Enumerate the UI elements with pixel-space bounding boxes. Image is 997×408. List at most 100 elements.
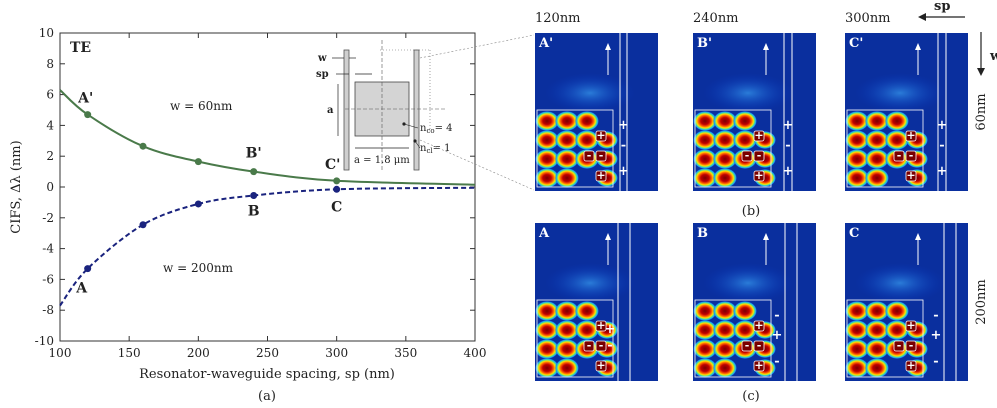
field-lobe (713, 358, 737, 378)
field-lobe (693, 320, 717, 340)
inset-nco: nco= 4 (420, 123, 453, 135)
waveguide-sign: - (933, 354, 938, 369)
point-labels: A' B' C' A B C (75, 91, 342, 297)
series-points (84, 111, 341, 273)
svg-text:-: - (599, 149, 604, 162)
y-axis-ticks: 10 8 6 4 2 0 -2 -4 -6 -8 -10 (35, 26, 475, 348)
point-label: C' (325, 157, 340, 173)
inset-ncl: ncl= 1 (420, 143, 451, 155)
mode-sign: + (595, 359, 607, 372)
field-map-grid: 120nm 240nm 300nm sp w 60nm 200nm (b) (c… (535, 0, 997, 404)
field-lobe (693, 339, 717, 359)
field-lobe (865, 130, 889, 150)
svg-text:-: - (757, 149, 762, 162)
field-lobe (845, 149, 869, 169)
mode-sign: + (753, 169, 765, 182)
field-lobe (535, 130, 559, 150)
point-label: C (331, 199, 342, 215)
data-point (250, 168, 258, 176)
field-lobe (845, 130, 869, 150)
mode-sign: - (741, 339, 753, 352)
inset-waveguide-right (413, 49, 420, 171)
field-lobe (865, 168, 889, 188)
mode-sign: + (905, 319, 917, 332)
waveguide-sign: + (772, 328, 783, 343)
field-lobe (845, 320, 869, 340)
svg-text:-: - (745, 149, 750, 162)
inset-w-label: w (317, 53, 327, 64)
tile-label: B (697, 226, 708, 241)
data-point (139, 142, 147, 150)
waveguide-sign: - (774, 354, 779, 369)
field-lobe (733, 320, 757, 340)
field-lobe (535, 339, 559, 359)
field-lobe (575, 301, 599, 321)
field-lobe (535, 168, 559, 188)
field-lobe (535, 149, 559, 169)
sp-direction-label: sp (934, 0, 950, 14)
y-tick-label: 2 (46, 149, 54, 163)
svg-text:-: - (745, 339, 750, 352)
data-point (84, 265, 92, 273)
svg-text:-: - (599, 339, 604, 352)
field-lobe (693, 130, 717, 150)
mode-sign: + (905, 129, 917, 142)
field-lobe (535, 320, 559, 340)
mode-sign: + (905, 169, 917, 182)
svg-text:+: + (596, 169, 605, 182)
field-map-tile: B+- -+-+- (693, 223, 816, 381)
point-label: A (75, 281, 88, 297)
data-point (250, 191, 258, 199)
resonator-inset: w sp a a = 1.8 μm nco= 4 ncl= 1 (316, 34, 535, 191)
field-map-tile: B'+- -++-+ (693, 33, 816, 191)
column-label-120: 120nm (535, 11, 581, 26)
mode-sign: - (583, 339, 595, 352)
field-lobe (693, 358, 717, 378)
field-lobe (885, 301, 909, 321)
svg-text:-: - (909, 149, 914, 162)
svg-text:+: + (906, 359, 915, 372)
svg-text:-: - (897, 339, 902, 352)
x-tick-label: 350 (394, 346, 417, 360)
field-map-tile: C'+- -++-+ (845, 33, 968, 191)
waveguide-sign: + (937, 164, 948, 179)
field-lobe (713, 301, 737, 321)
y-tick-label: 8 (46, 57, 54, 71)
data-point (333, 177, 341, 185)
y-tick-label: 6 (46, 88, 54, 102)
field-lobe (845, 339, 869, 359)
field-lobe (733, 301, 757, 321)
mode-sign: - (893, 339, 905, 352)
waveguide-sign: - (774, 308, 779, 323)
svg-text:-: - (587, 339, 592, 352)
mode-sign: - (753, 149, 765, 162)
row-label-200: 200nm (974, 279, 989, 325)
field-lobe (575, 111, 599, 131)
mode-sign: - (893, 149, 905, 162)
field-lobe (535, 301, 559, 321)
mode-sign: - (905, 149, 917, 162)
svg-text:+: + (906, 129, 915, 142)
row-label-60: 60nm (974, 93, 989, 130)
y-tick-label: -8 (42, 303, 54, 317)
data-point (333, 185, 341, 193)
field-lobe (555, 111, 579, 131)
waveguide-sign: + (937, 118, 948, 133)
field-lobe (713, 130, 737, 150)
svg-text:+: + (906, 169, 915, 182)
field-map-tile: C+- -+-+- (845, 223, 968, 381)
field-lobe (845, 301, 869, 321)
resonator-outline (694, 109, 772, 188)
x-axis-ticks: 100 150 200 250 300 350 400 (49, 33, 486, 360)
svg-text:+: + (754, 129, 763, 142)
field-lobe (865, 149, 889, 169)
field-lobe (713, 149, 737, 169)
svg-text:+: + (596, 359, 605, 372)
field-lobe (575, 320, 599, 340)
x-tick-label: 200 (187, 346, 210, 360)
y-tick-label: -4 (42, 242, 54, 256)
y-tick-label: -2 (42, 211, 54, 225)
waveguide-sign: + (618, 118, 629, 133)
data-point (139, 221, 147, 229)
